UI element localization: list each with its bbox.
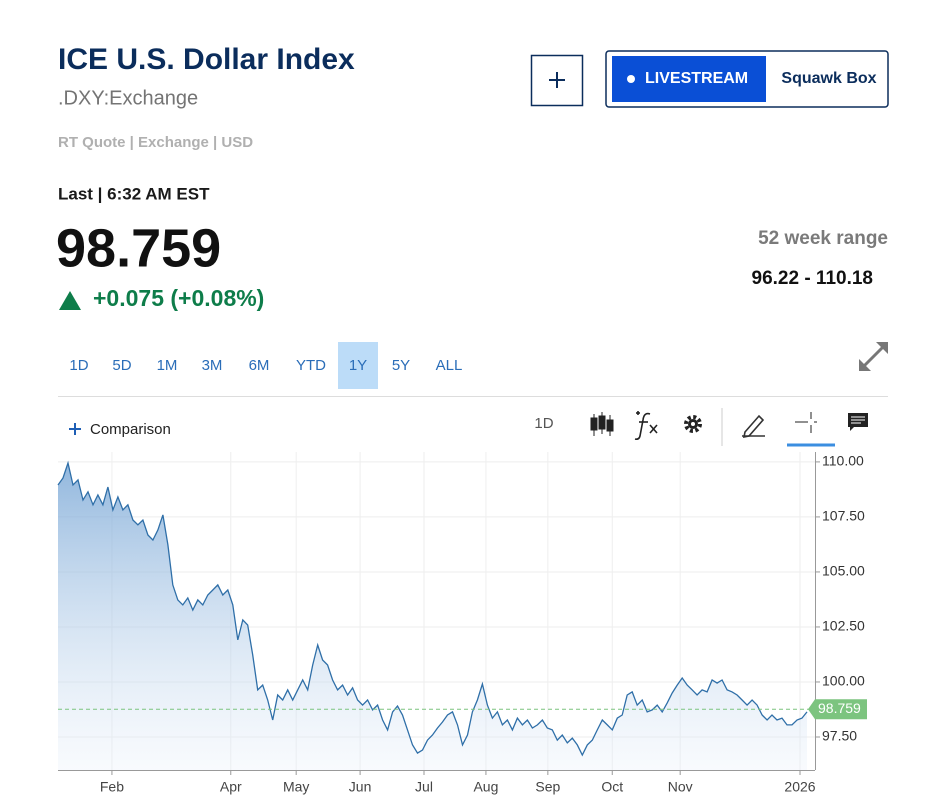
x-tick-label: Sep xyxy=(535,779,560,795)
title: ICE U.S. Dollar Index xyxy=(58,43,355,76)
show-name[interactable]: Squawk Box xyxy=(781,70,876,87)
interval[interactable]: 1D xyxy=(534,415,553,432)
x-tick-label: May xyxy=(283,779,309,795)
x-tick-label: Oct xyxy=(601,779,623,795)
tab-selected-bg xyxy=(338,342,378,389)
x-tick-label: Nov xyxy=(668,779,693,795)
last-price-label: 98.759 xyxy=(818,700,861,716)
range-tab[interactable]: 1M xyxy=(157,357,178,374)
y-tick-label: 105.00 xyxy=(822,563,865,579)
x-tick-label: Jun xyxy=(349,779,372,795)
comparison-label[interactable]: Comparison xyxy=(90,421,171,438)
price: 98.759 xyxy=(56,218,221,278)
y-tick-label: 107.50 xyxy=(822,508,865,524)
candle-icon[interactable] xyxy=(590,412,614,436)
range-tab[interactable]: 3M xyxy=(202,357,223,374)
range-label: 52 week range xyxy=(758,228,888,249)
x-tick-label: Jul xyxy=(415,779,433,795)
x-tick-label: 2026 xyxy=(784,779,815,795)
expand-icon[interactable] xyxy=(859,342,888,371)
livestream-label[interactable]: LIVESTREAM xyxy=(645,70,748,87)
range-tab[interactable]: 1D xyxy=(69,357,88,374)
up-arrow xyxy=(59,291,81,310)
add-button[interactable] xyxy=(530,54,584,107)
range-tab[interactable]: YTD xyxy=(296,357,326,374)
range-tab[interactable]: 1Y xyxy=(349,357,367,374)
range-tab[interactable]: 5D xyxy=(112,357,131,374)
range-value: 96.22 - 110.18 xyxy=(752,268,874,289)
comment-icon[interactable] xyxy=(848,413,868,431)
area xyxy=(58,463,807,770)
fx-icon[interactable] xyxy=(634,411,658,440)
last-label: Last | 6:32 AM EST xyxy=(58,184,210,203)
crosshair-icon[interactable] xyxy=(787,412,835,447)
livestream-box[interactable]: LIVESTREAM Squawk Box xyxy=(605,50,889,108)
settings-icon[interactable] xyxy=(684,415,702,433)
x-tick-label: Feb xyxy=(100,779,124,795)
range-tab[interactable]: 5Y xyxy=(392,357,410,374)
price-line xyxy=(57,460,808,757)
draw-icon[interactable] xyxy=(742,414,765,439)
range-tab[interactable]: 6M xyxy=(249,357,270,374)
x-tick-label: Apr xyxy=(220,779,242,795)
last-price-tag xyxy=(808,699,867,720)
symbol: .DXY:Exchange xyxy=(58,87,198,109)
change: +0.075 (+0.08%) xyxy=(93,285,264,311)
y-tick-label: 110.00 xyxy=(822,453,864,469)
comparison-button[interactable]: Comparison xyxy=(69,421,171,438)
range-tabs: 1D 5D 1M 3M 6M YTD 1Y 5Y ALL xyxy=(69,342,462,389)
x-tick-label: Aug xyxy=(473,779,498,795)
range-tab[interactable]: ALL xyxy=(436,357,463,374)
chart: 97.50 100.00 102.50 105.00 107.50 110.00 Feb Ap… xyxy=(57,452,867,795)
y-tick-label: 97.50 xyxy=(822,728,857,744)
y-tick-label: 100.00 xyxy=(822,673,865,689)
quote-info: RT Quote | Exchange | USD xyxy=(58,134,253,151)
y-tick-label: 102.50 xyxy=(822,618,865,634)
